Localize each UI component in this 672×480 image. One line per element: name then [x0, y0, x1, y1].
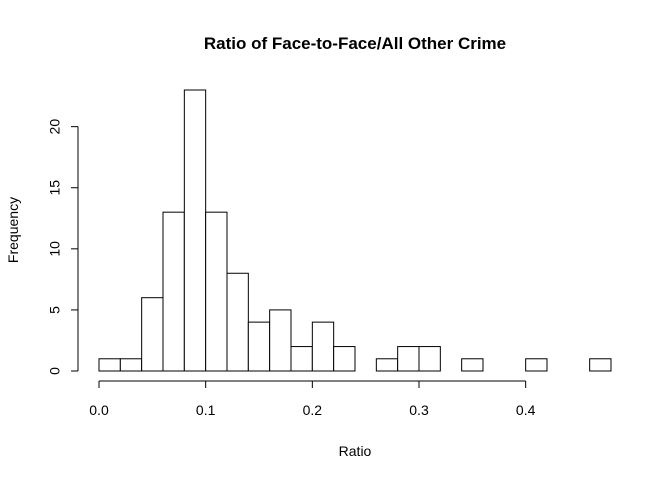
- histogram-bar: [375, 358, 399, 372]
- histogram-bar: [119, 358, 143, 372]
- y-tick-label: 15: [47, 180, 63, 196]
- y-tick-label: 20: [47, 119, 63, 135]
- histogram-bar: [461, 358, 484, 372]
- y-tick-label: 10: [47, 241, 63, 257]
- y-tick-label: 0: [47, 367, 63, 375]
- histogram-bar: [226, 272, 249, 372]
- y-axis-label: Frequency: [5, 197, 21, 263]
- histogram-bar: [247, 321, 271, 372]
- histogram-bar: [311, 321, 335, 372]
- x-tick-label: 0.3: [409, 402, 429, 418]
- histogram-bar: [397, 346, 420, 372]
- histogram-bar: [525, 358, 548, 372]
- chart-title: Ratio of Face-to-Face/All Other Crime: [204, 34, 506, 53]
- histogram-bar: [589, 358, 612, 372]
- histogram-bar: [418, 346, 441, 372]
- x-axis: 0.0 0.1 0.2 0.3 0.4: [89, 380, 536, 418]
- histogram-bar: [205, 211, 228, 372]
- x-tick-label: 0.1: [196, 402, 216, 418]
- x-tick-label: 0.2: [303, 402, 323, 418]
- y-tick-label: 5: [47, 306, 63, 314]
- histogram-bar: [290, 346, 313, 372]
- histogram-bar: [333, 346, 356, 372]
- histogram-bar: [269, 309, 292, 372]
- histogram-bars: [98, 89, 612, 372]
- y-axis: 0 5 10 15 20: [47, 119, 79, 375]
- x-tick-label: 0.0: [89, 402, 109, 418]
- x-tick-label: 0.4: [516, 402, 536, 418]
- histogram-bar: [162, 211, 185, 372]
- histogram-bar: [141, 297, 164, 372]
- histogram-bar: [98, 358, 121, 372]
- histogram-bar: [183, 89, 207, 372]
- x-axis-label: Ratio: [339, 443, 372, 459]
